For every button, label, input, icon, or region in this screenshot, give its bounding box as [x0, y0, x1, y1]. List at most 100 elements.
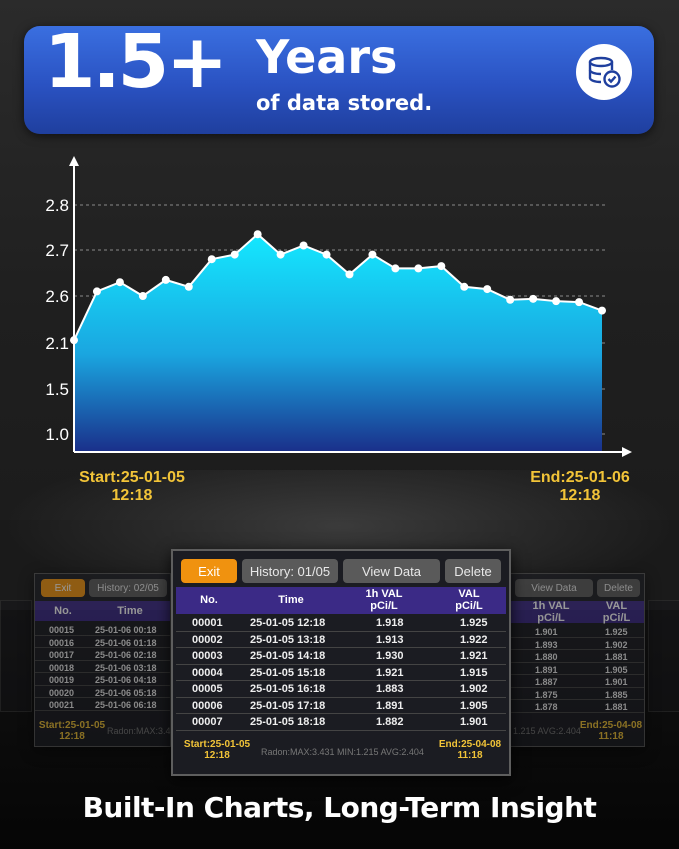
hero-banner [24, 26, 654, 134]
col-val-unit: pCi/L [602, 612, 631, 624]
table-row[interactable]: 00003 25-01-05 14:18 1.930 1.921 [176, 648, 506, 665]
y-tick-label: 2.6 [45, 287, 69, 306]
history-panel-left: Exit History: 02/05 No. Time 00015 25-01-… [34, 573, 181, 747]
table-row[interactable]: 1.887 1.901 [509, 675, 644, 688]
table-cell: 1.891 [376, 699, 404, 712]
table-cell: 1.925 [605, 627, 628, 637]
table-cell: 1.881 [605, 702, 628, 712]
view-data-button[interactable]: View Data [343, 559, 440, 583]
table-cell: 1.901 [535, 627, 558, 637]
exit-button[interactable]: Exit [41, 579, 85, 597]
data-point [138, 292, 147, 300]
col-val-label: VAL [458, 588, 480, 600]
table-row[interactable]: 00006 25-01-05 17:18 1.891 1.905 [176, 698, 506, 714]
table-cell: 25-01-06 02:18 [95, 650, 157, 660]
table-cell: 00019 [49, 675, 75, 685]
table-row[interactable]: 00002 25-01-05 13:18 1.913 1.922 [176, 632, 506, 648]
data-point [230, 250, 239, 259]
data-point [552, 297, 561, 306]
table-row[interactable]: 00020 25-01-06 05:18 [35, 686, 170, 698]
table-cell: 25-01-05 15:18 [250, 666, 326, 679]
table-cell: 25-01-05 16:18 [250, 683, 326, 695]
panel-end-time: 11:18 [598, 731, 624, 742]
col-1h-val-label: 1h VAL [365, 588, 403, 600]
y-tick-label: 1.5 [45, 380, 69, 399]
table-row[interactable]: 1.891 1.905 [509, 663, 644, 675]
data-point [483, 285, 492, 294]
table-cell: 1.921 [376, 666, 404, 679]
col-val-unit: pCi/L [455, 600, 483, 612]
y-axis-arrow [69, 156, 79, 166]
table-cell: 1.880 [535, 652, 558, 662]
radon-stats: 1.215 AVG:2.404 [513, 726, 581, 736]
data-point [460, 282, 469, 291]
table-row[interactable]: 1.901 1.925 [509, 625, 644, 638]
table-row[interactable]: 00007 25-01-05 18:18 1.882 1.901 [176, 714, 506, 731]
table-row[interactable]: 1.875 1.885 [509, 688, 644, 700]
history-button[interactable]: History: 02/05 [89, 579, 167, 597]
delete-button[interactable]: Delete [597, 579, 640, 597]
delete-button[interactable]: Delete [445, 559, 501, 583]
table-row[interactable]: 00001 25-01-05 12:18 1.918 1.925 [176, 615, 506, 632]
history-panel-main: Exit History: 01/05 View Data Delete No.… [171, 549, 511, 776]
panel-end-date: End:25-04-08 [438, 739, 502, 750]
panel-end-date: End:25-04-08 [579, 720, 643, 731]
table-row[interactable]: 1.893 1.902 [509, 638, 644, 650]
panel-end-time: 11:18 [457, 750, 483, 761]
data-point [322, 250, 331, 259]
chart-start-date: Start:25-01-05 [79, 469, 185, 486]
col-val: VAL pCi/L [442, 588, 496, 612]
table-cell: 1.922 [460, 633, 488, 646]
table-cell: 25-01-05 18:18 [250, 716, 326, 728]
data-point [207, 255, 216, 264]
view-data-button[interactable]: View Data [515, 579, 593, 597]
table-cell: 1.882 [376, 716, 404, 728]
col-no: No. [54, 605, 72, 617]
table-row[interactable]: 1.878 1.881 [509, 700, 644, 713]
table-cell: 00015 [49, 625, 75, 635]
table-row[interactable]: 1.880 1.881 [509, 650, 644, 663]
table-cell: 1.913 [376, 633, 404, 646]
years-number: 1.5+ [44, 19, 228, 105]
table-cell: 25-01-06 06:18 [95, 700, 157, 710]
col-time: Time [117, 605, 143, 617]
table-cell: 1.901 [460, 716, 488, 728]
col-no: No. [200, 594, 218, 606]
table-row[interactable]: 00015 25-01-06 00:18 [35, 623, 170, 636]
radon-stats: Radon:MAX:3.431 [107, 726, 181, 736]
table-cell: 1.881 [605, 652, 628, 662]
panel-start-time: 12:18 [204, 750, 230, 761]
table-cell: 1.901 [605, 677, 628, 687]
table-cell: 25-01-05 17:18 [250, 699, 326, 712]
table-cell: 00016 [49, 637, 75, 648]
table-row[interactable]: 00005 25-01-05 16:18 1.883 1.902 [176, 681, 506, 698]
data-point [92, 287, 101, 296]
table-cell: 1.918 [376, 617, 404, 629]
table-row[interactable]: 00017 25-01-06 02:18 [35, 648, 170, 661]
table-cell: 00005 [192, 683, 223, 695]
table-cell: 1.885 [605, 689, 628, 700]
radon-stats: Radon:MAX:3.431 MIN:1.215 AVG:2.404 [261, 747, 424, 757]
panel-start-date: Start:25-01-05 [183, 739, 251, 750]
table-row[interactable]: 00019 25-01-06 04:18 [35, 673, 170, 686]
table-cell: 1.878 [535, 702, 558, 712]
data-point [529, 294, 538, 303]
table-row[interactable]: 00018 25-01-06 03:18 [35, 661, 170, 673]
table-row[interactable]: 00021 25-01-06 06:18 [35, 698, 170, 711]
table-cell: 00004 [192, 666, 223, 679]
table-row[interactable]: 00016 25-01-06 01:18 [35, 636, 170, 648]
data-point [299, 241, 308, 250]
table-cell: 25-01-05 12:18 [250, 617, 326, 629]
tagline: Built-In Charts, Long-Term Insight [82, 791, 597, 824]
table-cell: 1.883 [376, 683, 404, 695]
table-row[interactable]: 00004 25-01-05 15:18 1.921 1.915 [176, 665, 506, 681]
col-val: VAL pCi/L [589, 600, 644, 624]
table-cell: 25-01-06 04:18 [95, 675, 157, 685]
col-time: Time [278, 594, 304, 606]
data-point [276, 250, 285, 259]
data-point [506, 295, 515, 304]
chart-start-time: 12:18 [111, 487, 153, 504]
history-button[interactable]: History: 01/05 [242, 559, 338, 583]
exit-button[interactable]: Exit [181, 559, 237, 583]
col-1h-val-unit: pCi/L [370, 600, 398, 612]
